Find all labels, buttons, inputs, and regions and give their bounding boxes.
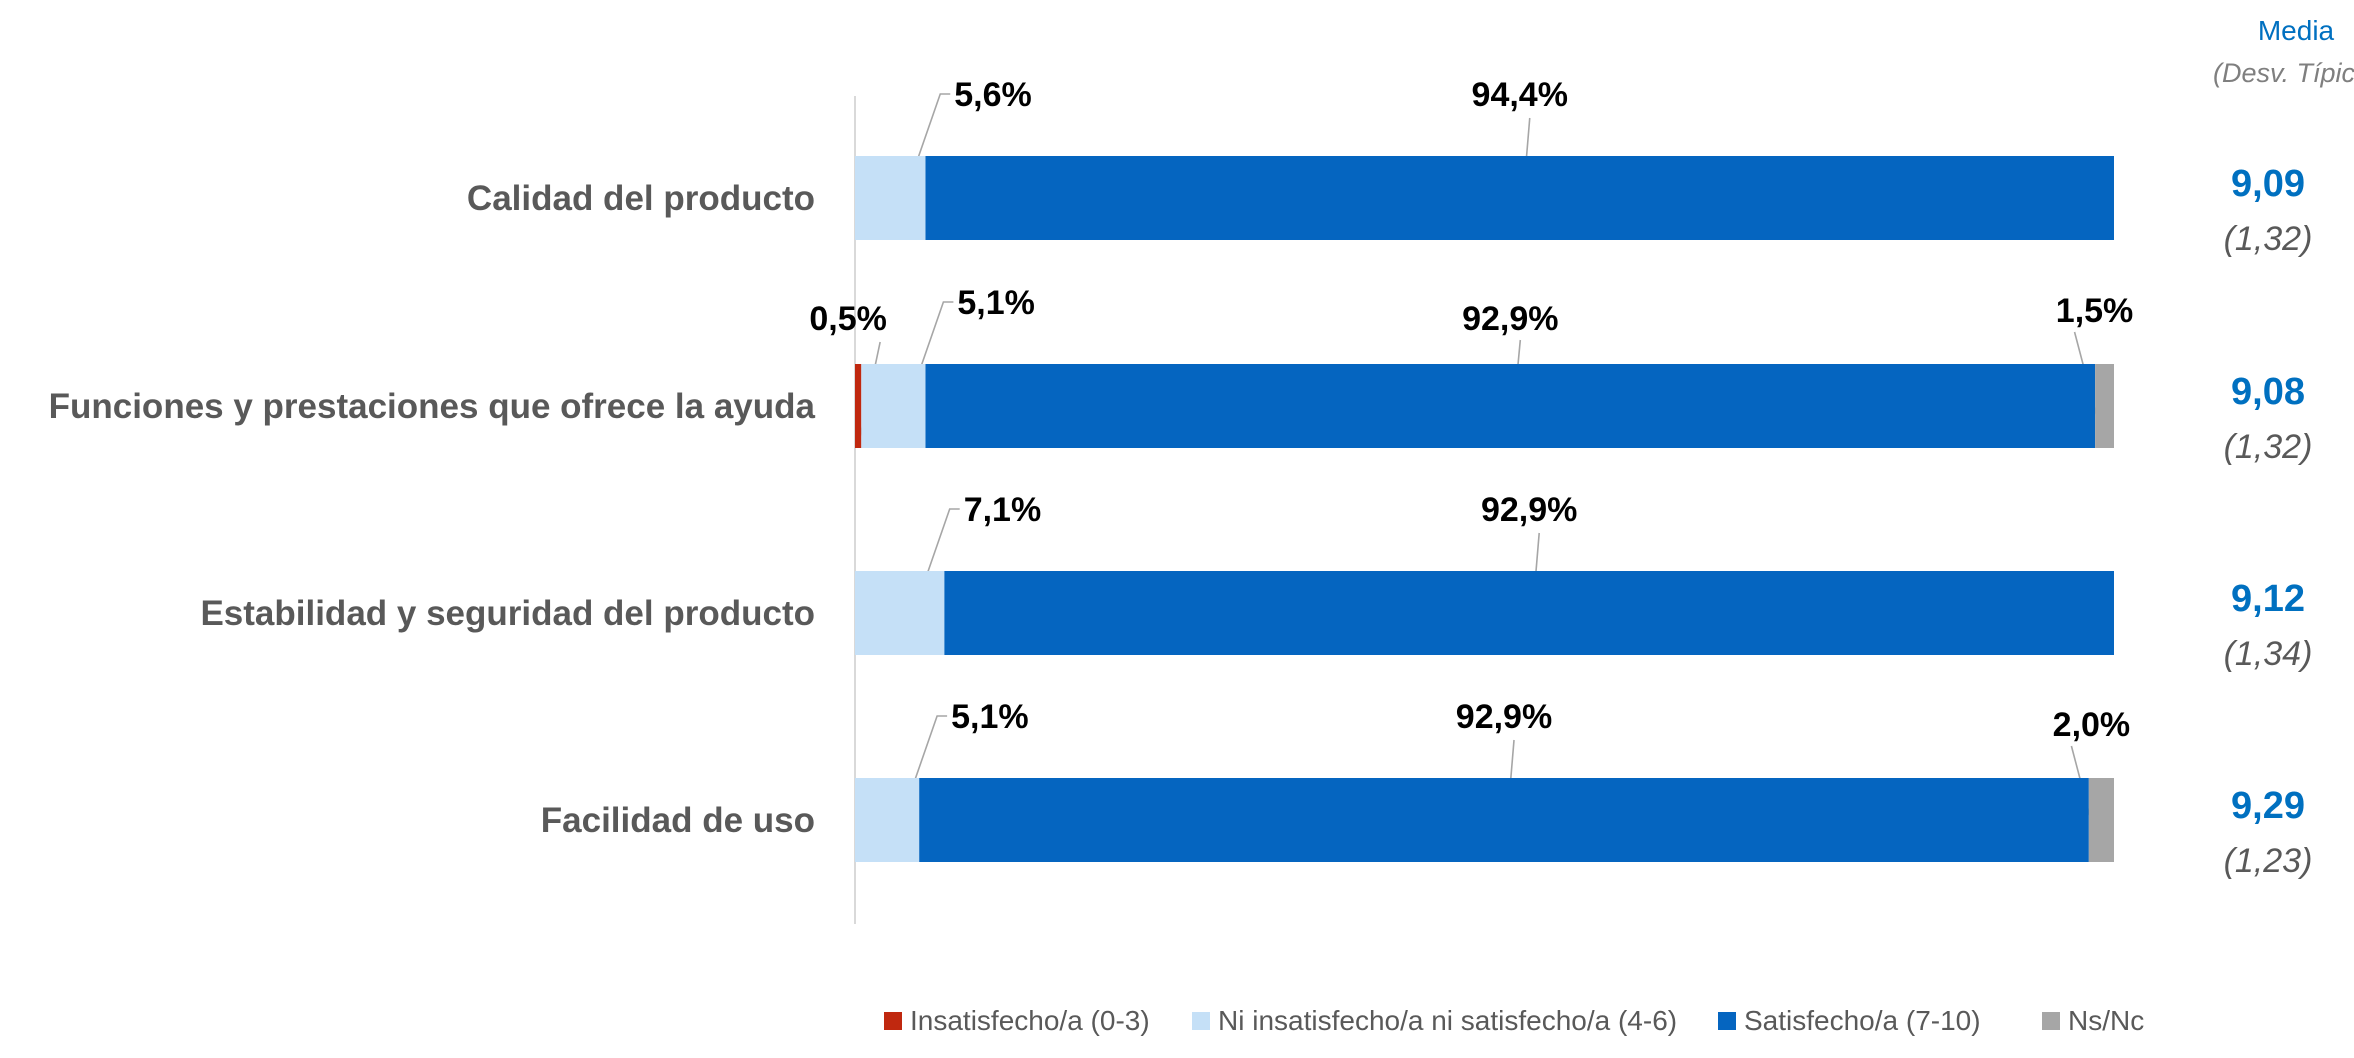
bar-segment [855,156,926,240]
sd-value: (1,32) [2224,220,2313,258]
category-label: Estabilidad y seguridad del producto [200,594,815,633]
mean-header: Media [2258,15,2335,46]
mean-value: 9,12 [2231,578,2305,620]
legend-swatch [2042,1012,2060,1030]
legend-label: Satisfecho/a (7-10) [1744,1005,1981,1036]
data-label: 94,4% [1472,76,1568,114]
data-label: 7,1% [964,491,1042,529]
data-label: 2,0% [2053,706,2131,744]
category-label: Calidad del producto [467,179,815,218]
data-label: 1,5% [2056,292,2134,330]
bar-segment [925,364,2096,448]
data-label: 5,1% [957,284,1034,322]
legend-label: Ns/Nc [2068,1005,2144,1036]
sd-value: (1,34) [2224,635,2313,673]
data-label: 5,6% [954,76,1031,114]
mean-value: 9,29 [2231,785,2305,827]
data-label: 92,9% [1481,491,1577,529]
mean-value: 9,09 [2231,163,2305,205]
legend-swatch [1718,1012,1736,1030]
bar-segment [855,778,920,862]
bars [855,156,2115,862]
data-label: 92,9% [1456,698,1552,736]
category-label: Funciones y prestaciones que ofrece la a… [49,387,816,426]
category-labels: Calidad del producto Funciones y prestaci… [49,179,816,840]
legend: Insatisfecho/a (0-3) Ni insatisfecho/a ni… [884,1005,2144,1036]
bar-segment [2088,778,2114,862]
legend-swatch [884,1012,902,1030]
legend-label: Ni insatisfecho/a ni satisfecho/a (4-6) [1218,1005,1677,1036]
data-label: 0,5% [809,300,887,338]
bar-segment [925,156,2114,240]
sd-header: (Desv. Típica) [2213,58,2354,88]
mean-value: 9,08 [2231,371,2305,413]
data-label: 5,1% [951,698,1029,736]
mean-column: Media (Desv. Típica) 9,09 (1,32) 9,08 (1,32… [2213,15,2354,880]
bar-segment [2095,364,2114,448]
bar-segment [919,778,2089,862]
bar-segment [855,571,945,655]
bar-segment [855,364,862,448]
category-label: Facilidad de uso [541,801,815,840]
data-label: 92,9% [1462,300,1558,338]
bar-segment [861,364,926,448]
sd-value: (1,32) [2224,428,2313,466]
legend-label: Insatisfecho/a (0-3) [910,1005,1150,1036]
bar-segment [944,571,2115,655]
sd-value: (1,23) [2224,842,2313,880]
data-labels: 5,6% 94,4% 0,5% 5,1% 92,9% 1,5% 7,1% 92,9% 5,1% 9… [809,76,2133,744]
legend-swatch [1192,1012,1210,1030]
